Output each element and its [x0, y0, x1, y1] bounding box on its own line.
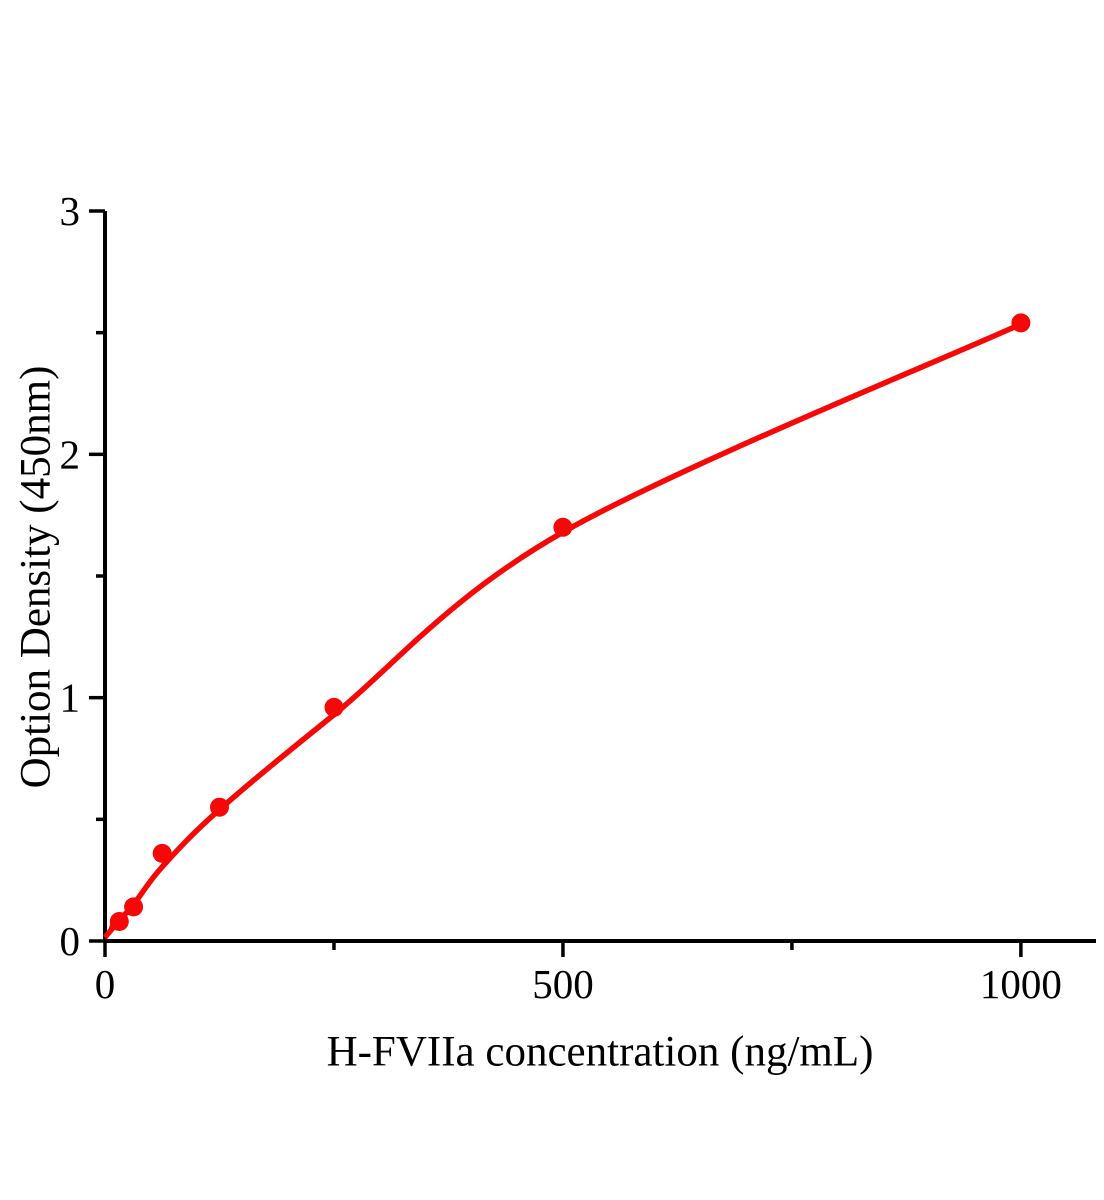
data-point: [152, 843, 172, 863]
y-tick-label: 1: [60, 675, 81, 721]
data-point: [124, 897, 144, 917]
x-axis-title: H-FVIIa concentration (ng/mL): [326, 1028, 874, 1076]
fit-curve: [102, 321, 1023, 940]
y-axis-title: Option Density (450nm): [12, 365, 60, 789]
data-point: [1011, 313, 1031, 333]
x-tick-label: 500: [532, 961, 594, 1007]
y-tick-label: 3: [60, 188, 81, 234]
y-tick-label: 2: [60, 431, 81, 477]
x-tick-label: 0: [95, 961, 116, 1007]
data-point: [553, 517, 573, 537]
data-point: [324, 697, 344, 717]
data-point: [210, 797, 229, 817]
x-tick-label: 1000: [980, 961, 1062, 1007]
y-tick-label: 0: [60, 918, 81, 964]
data-point: [109, 912, 129, 931]
